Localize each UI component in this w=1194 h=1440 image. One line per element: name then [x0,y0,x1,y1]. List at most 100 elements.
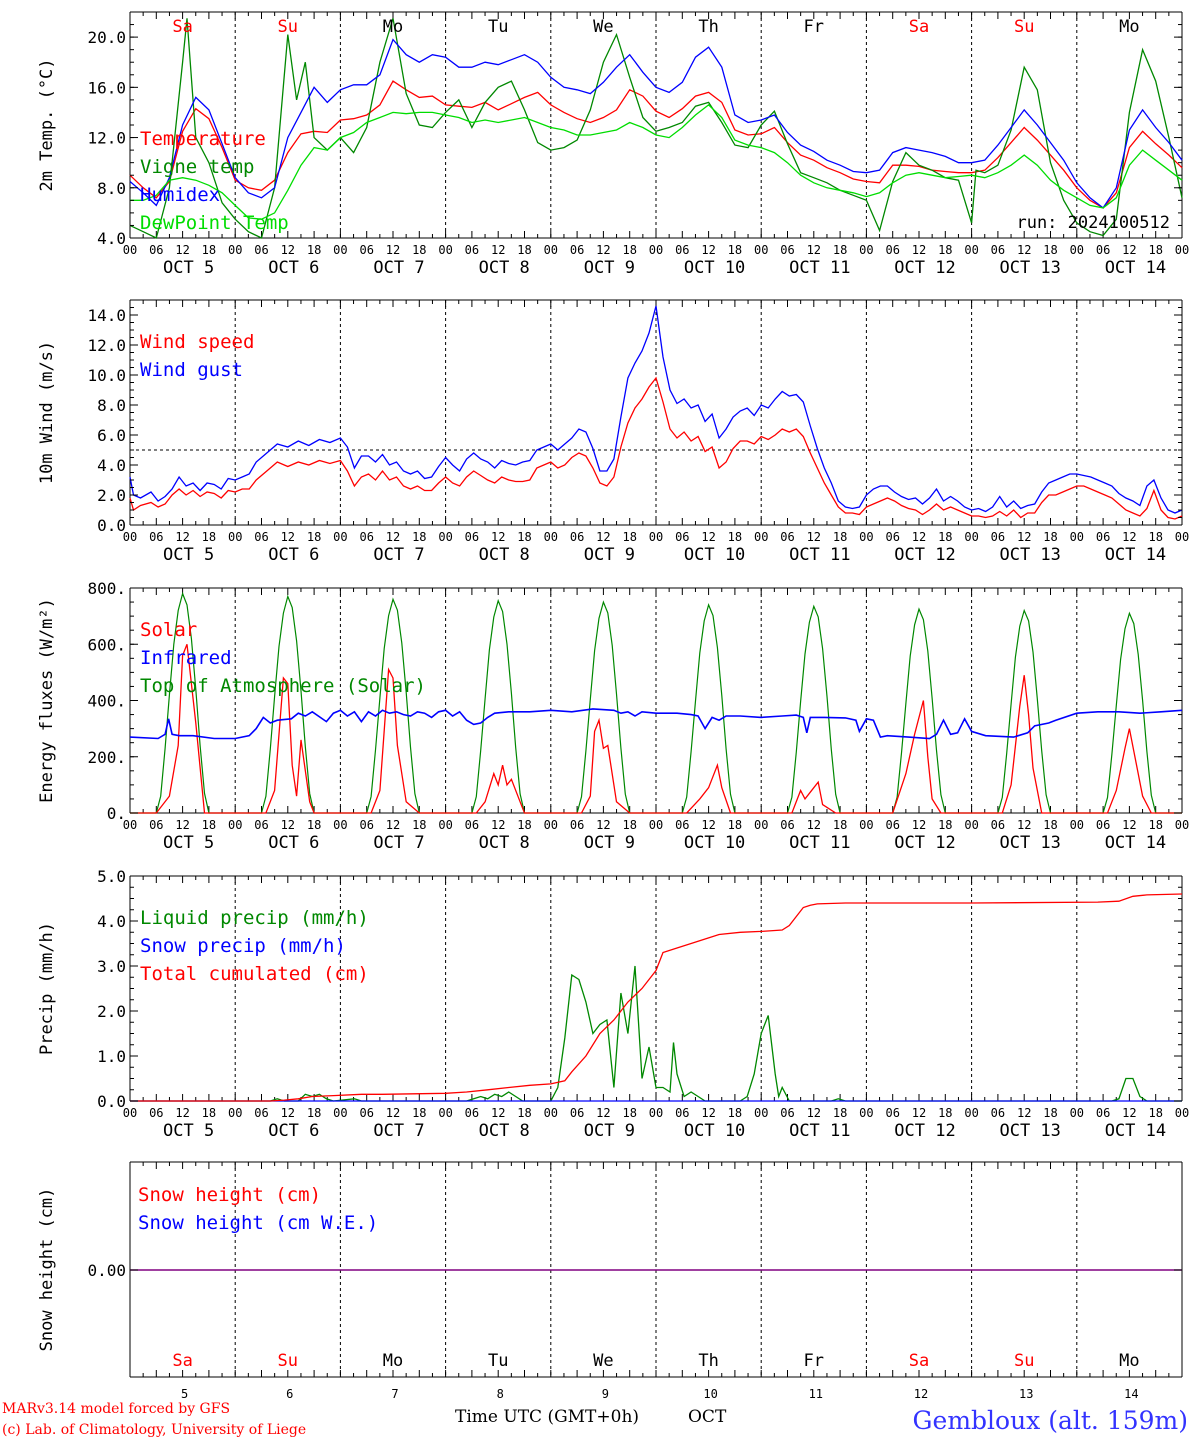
hour-tick-label: 12 [175,818,189,832]
weekday-label: Fr [804,1351,824,1371]
hour-tick-label: 00 [228,818,242,832]
hour-tick-label: 18 [728,1106,742,1120]
legend-total-cumulated-cm: Total cumulated (cm) [140,963,369,985]
weekday-label: We [593,17,613,37]
hour-tick-label: 12 [701,243,715,257]
legend-wind-speed: Wind speed [140,331,254,353]
series-vigne-temp [129,18,1183,239]
y-tick-label: 0. [107,804,126,823]
hour-tick-label: 00 [544,243,558,257]
hour-tick-label: 12 [386,1106,400,1120]
hour-tick-label: 18 [1043,530,1057,544]
hour-tick-label: 06 [465,530,479,544]
date-label: OCT 5 [163,545,214,565]
hour-tick-label: 00 [1070,243,1084,257]
hour-tick-label: 06 [780,1106,794,1120]
hour-tick-label: 18 [517,1106,531,1120]
hour-tick-label: 06 [780,818,794,832]
weekday-label: Th [698,17,718,37]
date-label: OCT 14 [1105,258,1166,278]
hour-tick-label: 18 [1148,818,1162,832]
hour-tick-label: 18 [622,530,636,544]
hour-tick-label: 00 [123,818,137,832]
weekday-label: Su [1014,17,1034,37]
hour-tick-label: 12 [491,818,505,832]
hour-tick-label: 00 [859,1106,873,1120]
hour-tick-label: 00 [754,818,768,832]
hour-tick-label: 12 [701,1106,715,1120]
date-label: OCT 11 [789,545,850,565]
hour-tick-label: 06 [149,818,163,832]
hour-tick-label: 18 [1148,243,1162,257]
weekday-label: Mo [1119,1351,1139,1371]
hour-tick-label: 06 [149,530,163,544]
hour-tick-label: 00 [1175,530,1189,544]
weekday-label: Mo [1119,17,1139,37]
hour-tick-label: 06 [1096,530,1110,544]
weekday-label: Th [698,1351,718,1371]
legend-snow-height-cm-w-e: Snow height (cm W.E.) [138,1212,378,1234]
hour-tick-label: 06 [1096,243,1110,257]
hour-tick-label: 12 [491,243,505,257]
date-label: OCT 10 [684,1121,745,1141]
hour-tick-label: 12 [701,818,715,832]
y-tick-label: 800. [87,579,126,598]
y-tick-label: 8.0 [97,179,126,198]
y-tick-label: 20.0 [87,28,126,47]
y-axis-label: 2m Temp. (°C) [37,58,57,191]
hour-tick-label: 00 [1175,818,1189,832]
hour-tick-label: 18 [1043,818,1057,832]
hour-tick-label: 00 [123,530,137,544]
hour-tick-label: 06 [1096,1106,1110,1120]
y-tick-label: 6.0 [97,426,126,445]
day-number-label: 9 [602,1387,609,1401]
hour-tick-label: 12 [175,243,189,257]
hour-tick-label: 18 [517,818,531,832]
date-label: OCT 7 [373,545,424,565]
hour-tick-label: 12 [386,530,400,544]
hour-tick-label: 12 [596,1106,610,1120]
date-label: OCT 13 [999,258,1060,278]
hour-tick-label: 00 [649,818,663,832]
hour-tick-label: 06 [885,1106,899,1120]
hour-tick-label: 00 [964,1106,978,1120]
y-tick-label: 3.0 [97,957,126,976]
hour-tick-label: 06 [1096,818,1110,832]
hour-tick-label: 18 [938,243,952,257]
hour-tick-label: 18 [202,243,216,257]
hour-tick-label: 00 [754,1106,768,1120]
weekday-label: Su [278,17,298,37]
hour-tick-label: 06 [885,818,899,832]
hour-tick-label: 18 [938,818,952,832]
legend-dewpoint-temp: DewPoint Temp [140,212,289,234]
hour-tick-label: 06 [675,818,689,832]
hour-tick-label: 12 [386,818,400,832]
y-tick-label: 10.0 [87,366,126,385]
weekday-label: Sa [909,1351,929,1371]
y-tick-label: 5.0 [97,867,126,886]
hour-tick-label: 00 [438,818,452,832]
day-number-label: 5 [181,1387,188,1401]
series-solar [130,644,1182,814]
date-label: OCT 9 [584,1121,635,1141]
hour-tick-label: 00 [438,243,452,257]
hour-tick-label: 12 [1122,530,1136,544]
legend-humidex: Humidex [140,184,220,206]
hour-tick-label: 06 [359,243,373,257]
hour-tick-label: 12 [281,530,295,544]
day-number-label: 14 [1124,1387,1138,1401]
hour-tick-label: 18 [202,530,216,544]
day-number-label: 13 [1019,1387,1033,1401]
date-label: OCT 5 [163,1121,214,1141]
date-label: OCT 5 [163,258,214,278]
hour-tick-label: 06 [885,530,899,544]
y-tick-label: 200. [87,748,126,767]
y-tick-label: 12.0 [87,336,126,355]
hour-tick-label: 12 [807,530,821,544]
hour-tick-label: 18 [622,1106,636,1120]
y-axis-label: Snow height (cm) [37,1188,57,1352]
time-axis-label: Time UTC (GMT+0h) [455,1407,639,1427]
hour-tick-label: 00 [1070,530,1084,544]
hour-tick-label: 06 [254,1106,268,1120]
y-tick-label: 600. [87,635,126,654]
